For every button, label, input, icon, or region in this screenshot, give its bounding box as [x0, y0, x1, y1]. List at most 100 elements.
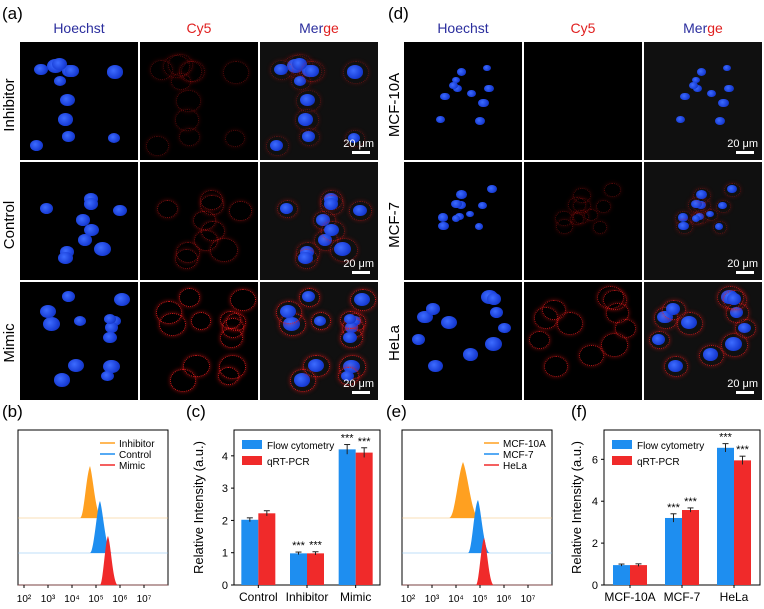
channel-header-merge: Merge	[260, 20, 378, 36]
histogram-control	[90, 501, 112, 553]
cytoplasm-signal	[573, 187, 592, 204]
scale-bar	[736, 391, 754, 394]
cytoplasm-signal	[200, 194, 224, 216]
cytoplasm-signal	[664, 355, 689, 377]
panel-label-d: (d)	[388, 4, 409, 23]
cytoplasm-signal	[724, 182, 742, 198]
cytoplasm-signal	[217, 367, 239, 386]
cytoplasm-signal	[220, 310, 242, 329]
microscopy-panel	[524, 282, 642, 400]
cytoplasm-signal	[298, 287, 321, 307]
microscopy-panel: 20 μm	[260, 42, 378, 160]
cytoplasm-signal	[174, 248, 199, 270]
channel-header-cy5: Cy5	[186, 20, 212, 36]
cytoplasm-signal	[584, 208, 599, 222]
cytoplasm-signal	[603, 289, 627, 310]
significance-label: ***	[684, 496, 698, 508]
y-tick-label: 4	[592, 496, 598, 508]
microscopy-panel: 20 μm	[644, 282, 762, 400]
significance-label: ***	[719, 432, 733, 444]
cytoplasm-signal	[150, 60, 174, 81]
cytoplasm-signal	[156, 199, 179, 219]
nucleus	[462, 348, 478, 361]
nucleus	[33, 63, 48, 76]
legend-swatch	[612, 440, 632, 449]
nucleus	[29, 139, 44, 152]
nucleus	[53, 75, 66, 86]
cytoplasm-signal	[556, 311, 584, 335]
nucleus	[486, 293, 502, 305]
nucleus	[107, 132, 121, 143]
panel-label-e: (e)	[386, 402, 407, 421]
significance-label: ***	[667, 502, 681, 514]
scale-bar-label: 20 μm	[727, 378, 758, 390]
cytoplasm-signal	[229, 288, 256, 312]
nucleus	[58, 252, 73, 265]
nucleus	[680, 92, 690, 101]
nucleus	[76, 214, 91, 226]
nucleus	[453, 85, 462, 93]
cytoplasm-signal	[170, 369, 197, 392]
cytoplasm-signal	[210, 238, 238, 262]
nucleus	[450, 199, 462, 209]
x-tick-label: 10⁵	[88, 594, 103, 605]
significance-label: ***	[292, 540, 306, 552]
nucleus	[40, 203, 54, 214]
nucleus	[112, 204, 127, 216]
significance-label: ***	[341, 433, 355, 445]
cytoplasm-signal	[344, 129, 366, 148]
cytoplasm-signal	[183, 354, 210, 378]
nucleus	[62, 131, 75, 142]
nucleus	[54, 373, 71, 387]
cytoplasm-signal	[648, 330, 671, 350]
cytoplasm-signal	[595, 199, 611, 213]
cytoplasm-signal	[294, 248, 319, 270]
y-tick-label: 0	[592, 580, 598, 592]
nucleus	[448, 81, 459, 90]
histogram-inhibitor	[80, 466, 102, 518]
cytoplasm-signal	[593, 221, 608, 234]
x-tick-label: 10⁷	[137, 594, 152, 605]
cytoplasm-signal	[320, 220, 345, 242]
cytoplasm-signal	[276, 199, 299, 219]
nucleus	[43, 316, 60, 331]
bar-qrt-pcr-inhibitor	[307, 553, 324, 585]
legend-e: MCF-10A MCF-7 HeLa	[484, 439, 546, 472]
microscopy-panel	[140, 42, 258, 160]
nucleus	[103, 313, 117, 325]
channel-header-merge: Merge	[644, 20, 762, 36]
x-ticks-e: 10² 10³ 10⁴ 10⁵ 10⁶ 10⁷	[401, 585, 536, 605]
channel-header-cy5: Cy5	[570, 20, 596, 36]
x-tick-label: Inhibitor	[286, 590, 329, 604]
x-tick-label: MCF-7	[664, 590, 701, 604]
cytoplasm-signal	[290, 369, 317, 392]
nucleus	[61, 291, 75, 302]
scale-bar	[352, 271, 370, 274]
nucleus	[724, 84, 734, 93]
nucleus	[676, 115, 685, 123]
flow-histogram-e: MCF-10A MCF-7 HeLa 10² 10³ 10⁴ 10⁵ 10⁶ 10⁷	[401, 429, 553, 605]
scale-bar-label: 20 μm	[343, 378, 374, 390]
cytoplasm-signal	[342, 61, 369, 84]
nucleus	[489, 306, 504, 318]
bar-flow-cytometry-mcf-7	[665, 517, 682, 585]
microscopy-panel	[404, 42, 522, 160]
bar-flow-cytometry-control	[241, 519, 259, 585]
x-ticks-b: 10² 10³ 10⁴ 10⁵ 10⁶ 10⁷	[17, 585, 152, 605]
bar-qrt-pcr-control	[258, 513, 276, 585]
nucleus	[451, 76, 460, 84]
cytoplasm-signal	[715, 199, 731, 213]
cytoplasm-signal	[720, 333, 748, 357]
nucleus	[412, 333, 426, 345]
cytoplasm-signal	[541, 299, 566, 321]
bar-flow-cytometry-hela	[717, 447, 734, 585]
nucleus	[39, 304, 57, 319]
nucleus	[59, 94, 76, 107]
legend-swatch	[242, 456, 262, 465]
cytoplasm-signal	[337, 367, 359, 386]
bar-qrt-pcr-mimic	[355, 452, 373, 585]
nucleus	[715, 116, 726, 125]
cytoplasm-signal	[340, 310, 362, 329]
cytoplasm-signal	[155, 300, 183, 324]
cytoplasm-signal	[528, 330, 551, 350]
